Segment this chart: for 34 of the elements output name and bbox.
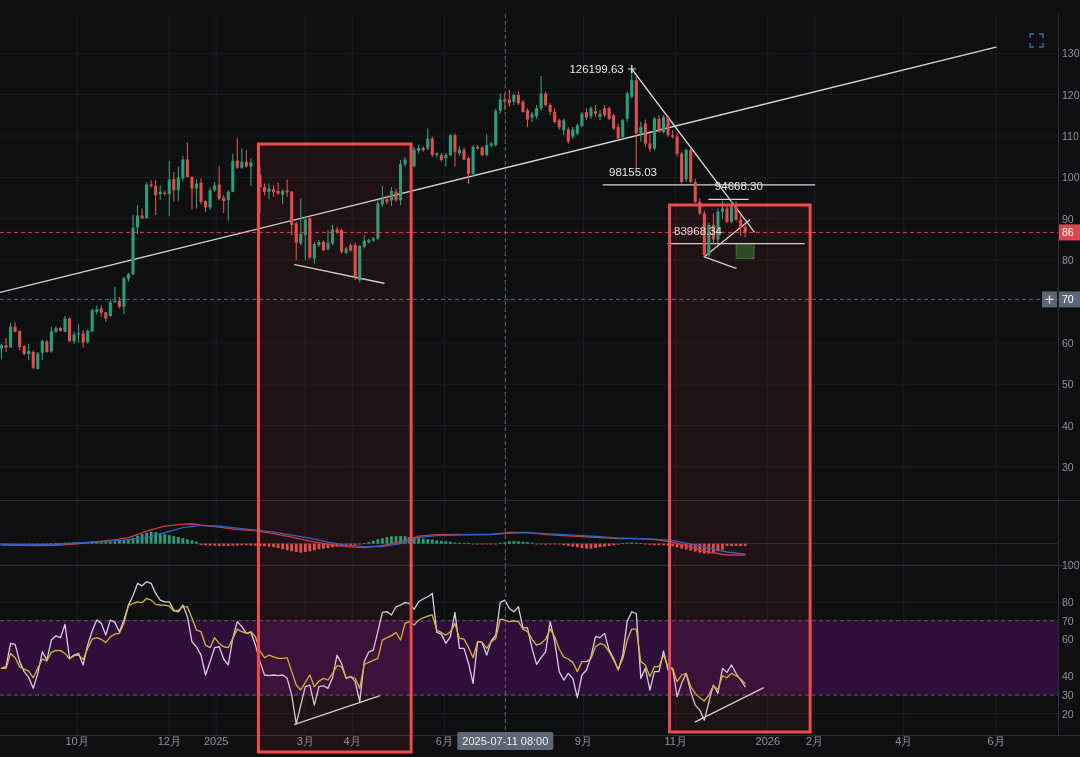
- y-tick-label: 70: [1062, 614, 1074, 627]
- x-tick-label: 11月: [664, 735, 687, 747]
- y-tick-label: 60: [1062, 633, 1074, 646]
- x-tick-label: 3月: [296, 735, 314, 747]
- x-tick-label: 2026: [755, 735, 781, 747]
- ref-line-label: 2025-07-11 08:00: [462, 735, 549, 747]
- y-tick-label: 80: [1062, 254, 1074, 267]
- y-tick-label: 30: [1062, 460, 1074, 473]
- y-tick-label: 50: [1062, 378, 1074, 391]
- annotation: 126199.63: [569, 63, 624, 76]
- annotation: 126199.63: [569, 63, 637, 75]
- y-tick-label: 100: [1062, 171, 1080, 184]
- y-tick-label: 40: [1062, 670, 1074, 683]
- y-tick-label: 80: [1062, 596, 1074, 609]
- y-tick-label: 30: [1062, 689, 1074, 702]
- y-tick-label: 120: [1062, 88, 1080, 101]
- x-tick-label: 6月: [435, 735, 453, 747]
- annotation: 86: [1059, 224, 1080, 241]
- y-tick-label: 130: [1062, 47, 1080, 60]
- x-tick-label: 4月: [343, 735, 361, 747]
- x-tick-label: 2025: [203, 735, 229, 747]
- x-tick-label: 6月: [987, 735, 1005, 747]
- x-tick-label: 10月: [65, 735, 89, 747]
- y-tick-label: 90: [1062, 212, 1074, 225]
- x-tick-label: 9月: [574, 735, 592, 747]
- y-tick-label: 20: [1062, 707, 1074, 720]
- annotation: 86: [1062, 226, 1074, 239]
- x-tick-label: 12月: [157, 735, 181, 747]
- y-tick-label: 40: [1062, 419, 1074, 432]
- x-tick-label: 2月: [806, 735, 824, 747]
- y-tick-label: 110: [1062, 130, 1079, 143]
- x-tick-label: 4月: [895, 735, 913, 747]
- y-tick-label: 60: [1062, 336, 1074, 349]
- annotation: 98155.03: [609, 165, 658, 178]
